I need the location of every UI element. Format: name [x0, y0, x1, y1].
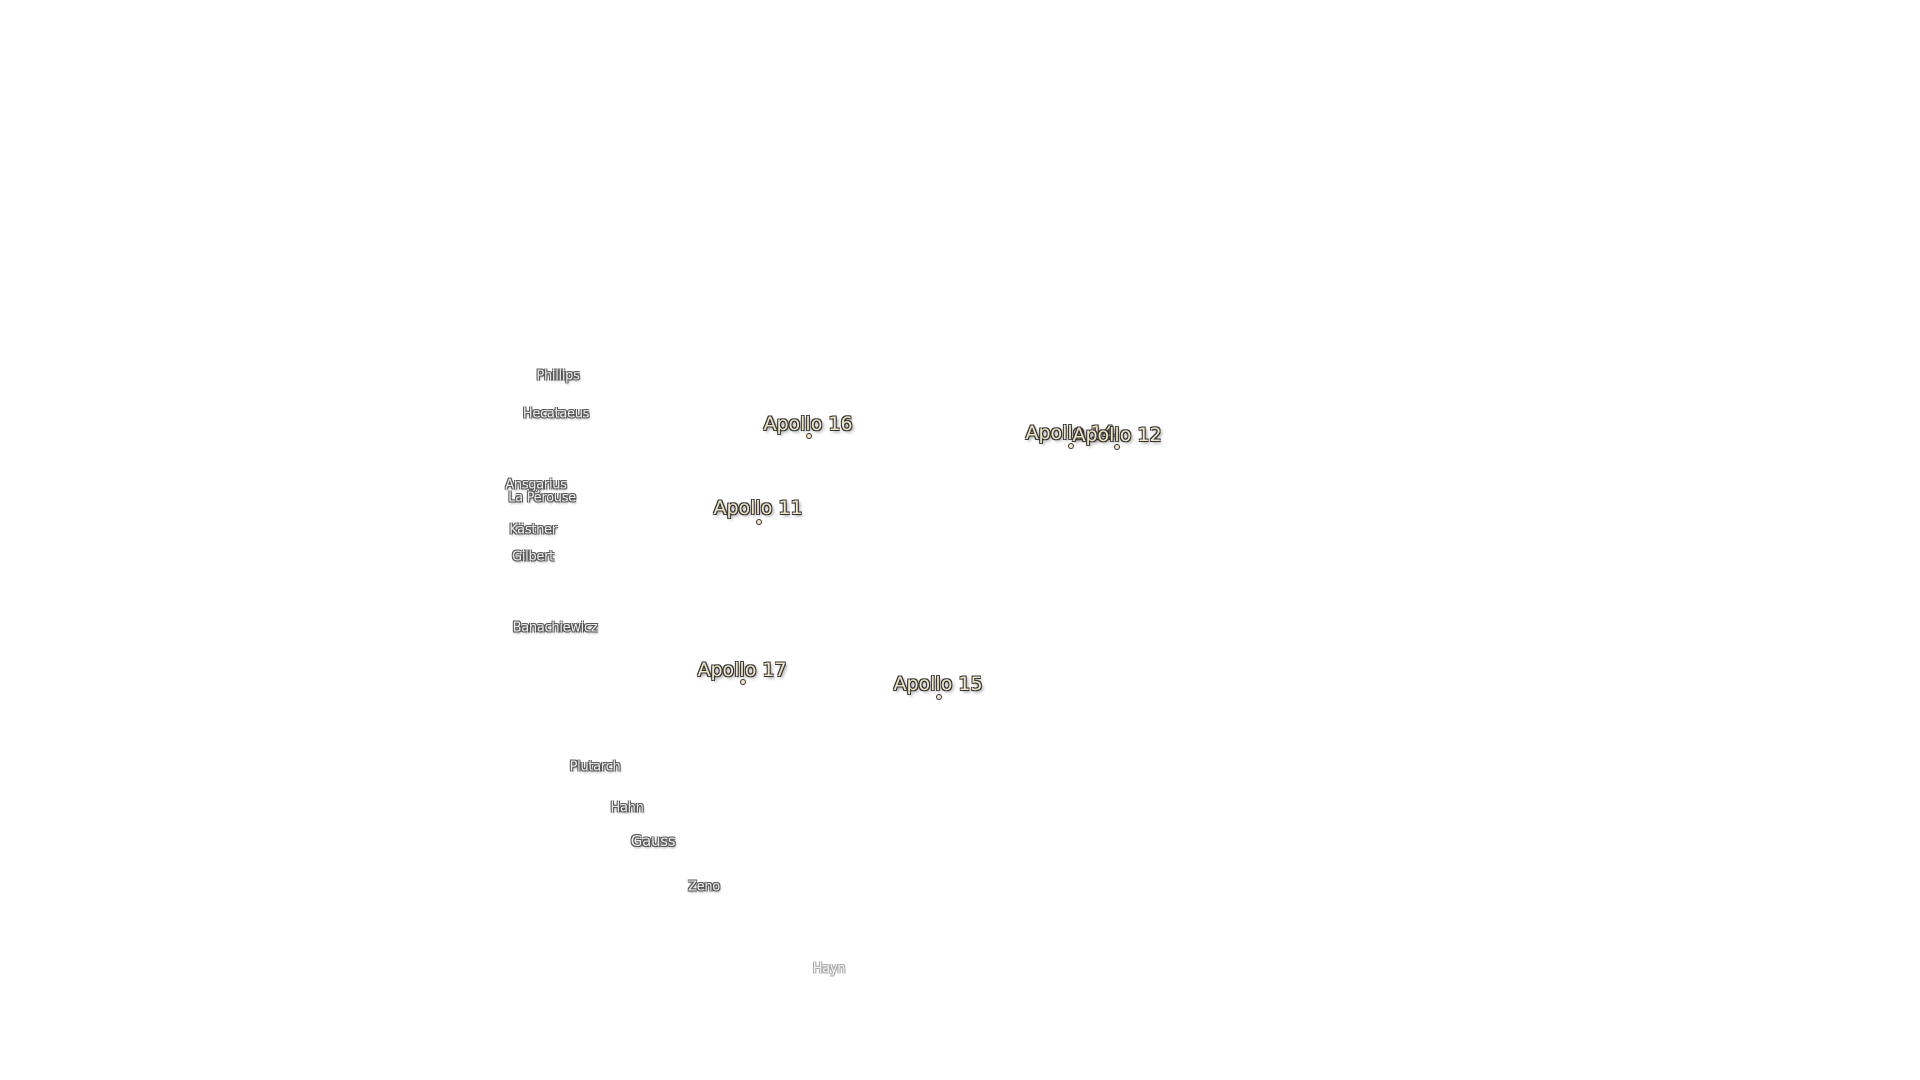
crater-label[interactable]: Kästner: [509, 522, 557, 538]
crater-label[interactable]: La Pérouse: [508, 490, 576, 506]
site-label[interactable]: Apollo 16: [763, 413, 853, 435]
site-label[interactable]: Apollo 15: [893, 673, 983, 695]
site-label[interactable]: Apollo 12: [1072, 424, 1162, 446]
site-label[interactable]: Apollo 11: [713, 497, 803, 519]
crater-label[interactable]: Plutarch: [569, 759, 621, 775]
site-marker: [1115, 445, 1119, 449]
site-marker: [807, 434, 811, 438]
site-marker: [741, 680, 745, 684]
site-marker: [937, 695, 941, 699]
crater-label[interactable]: Zeno: [688, 879, 720, 895]
crater-label[interactable]: Gilbert: [512, 549, 554, 565]
crater-label[interactable]: Phillips: [536, 368, 580, 384]
site-label[interactable]: Apollo 17: [697, 659, 787, 681]
site-label[interactable]: Apollo 14: [1025, 422, 1115, 444]
crater-label[interactable]: Hahn: [610, 800, 644, 816]
crater-label[interactable]: Ansgarius: [505, 477, 567, 493]
crater-label[interactable]: Hayn: [812, 961, 846, 977]
site-marker: [757, 520, 761, 524]
crater-label[interactable]: Hecataeus: [522, 406, 590, 422]
site-marker: [1069, 444, 1073, 448]
crater-label[interactable]: Gauss: [630, 832, 676, 850]
crater-label[interactable]: Banachiewicz: [512, 620, 598, 636]
